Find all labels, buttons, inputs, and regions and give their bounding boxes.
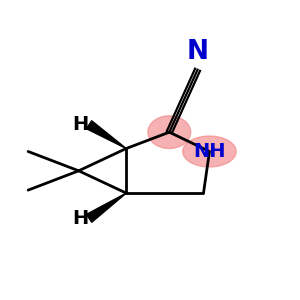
Text: N: N [187,39,208,65]
Text: H: H [73,209,89,228]
Ellipse shape [183,136,236,167]
Text: NH: NH [193,142,226,161]
Ellipse shape [148,116,191,148]
Polygon shape [86,193,126,222]
Text: H: H [73,115,89,134]
Polygon shape [86,121,126,148]
